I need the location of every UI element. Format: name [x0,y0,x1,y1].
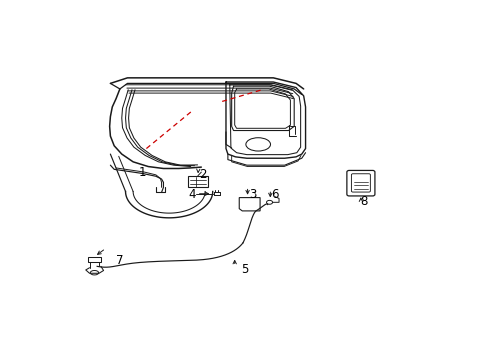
Text: 8: 8 [360,195,367,208]
Text: 7: 7 [116,254,123,267]
Text: 1: 1 [139,166,146,179]
Text: 6: 6 [271,188,279,201]
Text: 4: 4 [188,188,195,201]
Text: 3: 3 [248,188,256,201]
Text: 5: 5 [241,262,248,276]
Text: 2: 2 [199,168,206,181]
